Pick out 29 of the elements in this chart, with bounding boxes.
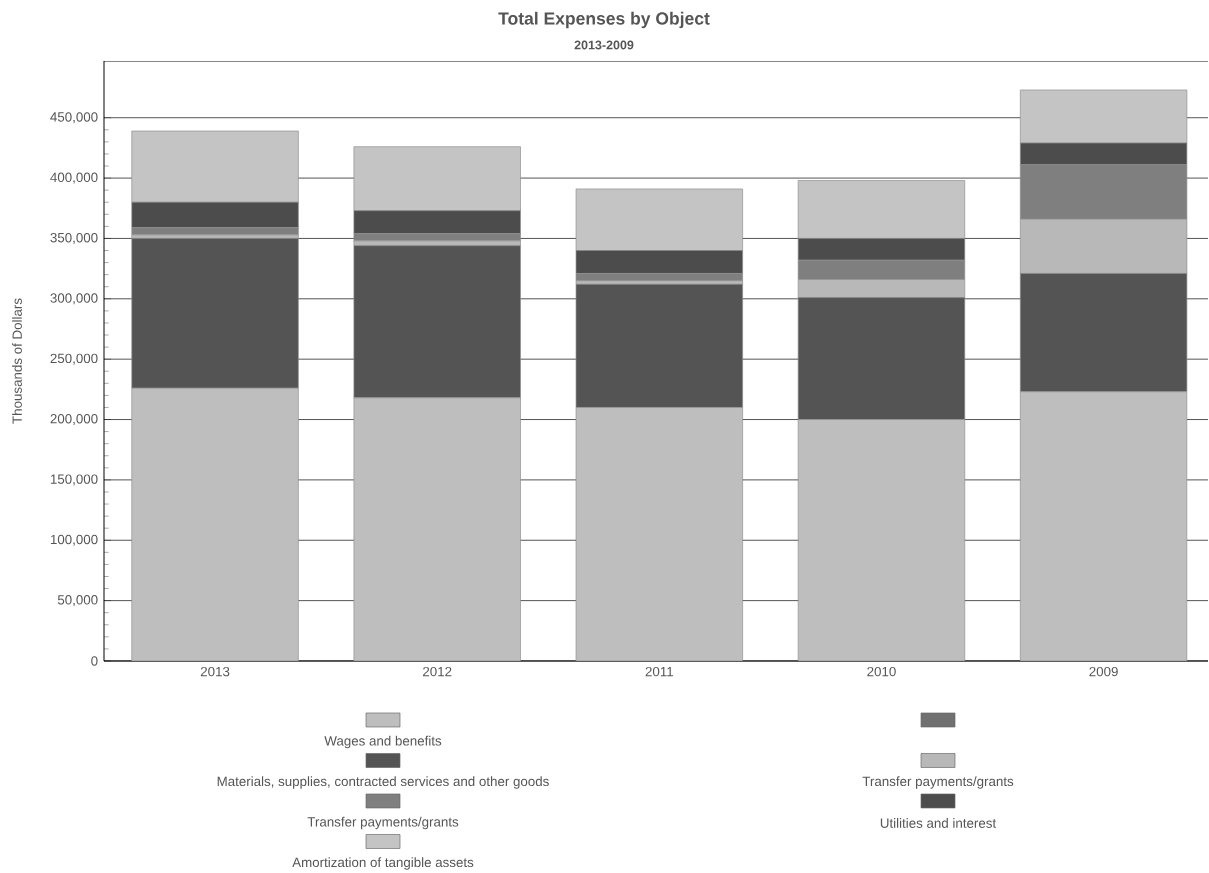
x-tick-label: 2013 (200, 666, 230, 677)
y-tick-label: 450,000 (50, 112, 98, 124)
bar (353, 397, 521, 661)
y-tick-label: 350,000 (50, 232, 98, 244)
legend-label: Utilities and interest (880, 818, 997, 828)
y-tick-label: 300,000 (50, 293, 98, 305)
y-axis-title: Thousands of Dollars (12, 298, 22, 424)
bar (131, 387, 299, 661)
legend-label: Wages and benefits (324, 735, 442, 749)
chart-subtitle: 2013-2009 (574, 40, 634, 50)
legend-label: Transfer payments/grants (307, 816, 459, 830)
chart-title: Total Expenses by Object (498, 11, 710, 29)
x-tick-label: 2010 (867, 666, 896, 677)
legend-label: Transfer payments/grants (862, 776, 1014, 789)
legend-label: Materials, supplies, contracted services and other goods (217, 776, 549, 789)
y-tick-label: 100,000 (50, 534, 98, 546)
x-tick-label: 2012 (423, 666, 452, 677)
legend-label: Amortization of tangible assets (292, 857, 474, 870)
x-tick-label: 2009 (1089, 666, 1118, 677)
bar (1019, 391, 1188, 661)
y-tick-label: 50,000 (57, 595, 98, 607)
y-tick-label: 200,000 (50, 414, 98, 426)
y-tick-label: 250,000 (50, 353, 98, 365)
y-tick-label: 400,000 (50, 172, 98, 184)
y-tick-label: 0 (91, 656, 98, 666)
bar (575, 407, 743, 661)
bar (797, 419, 966, 661)
x-tick-label: 2011 (645, 666, 674, 677)
y-tick-label: 150,000 (50, 474, 98, 486)
